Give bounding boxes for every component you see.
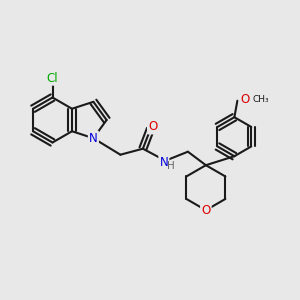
Text: O: O	[240, 93, 249, 106]
Text: O: O	[148, 120, 158, 133]
Text: H: H	[167, 161, 175, 171]
Text: CH₃: CH₃	[253, 95, 270, 104]
Text: O: O	[201, 204, 211, 217]
Text: N: N	[89, 132, 98, 145]
Text: N: N	[160, 156, 168, 169]
Text: Cl: Cl	[47, 71, 58, 85]
